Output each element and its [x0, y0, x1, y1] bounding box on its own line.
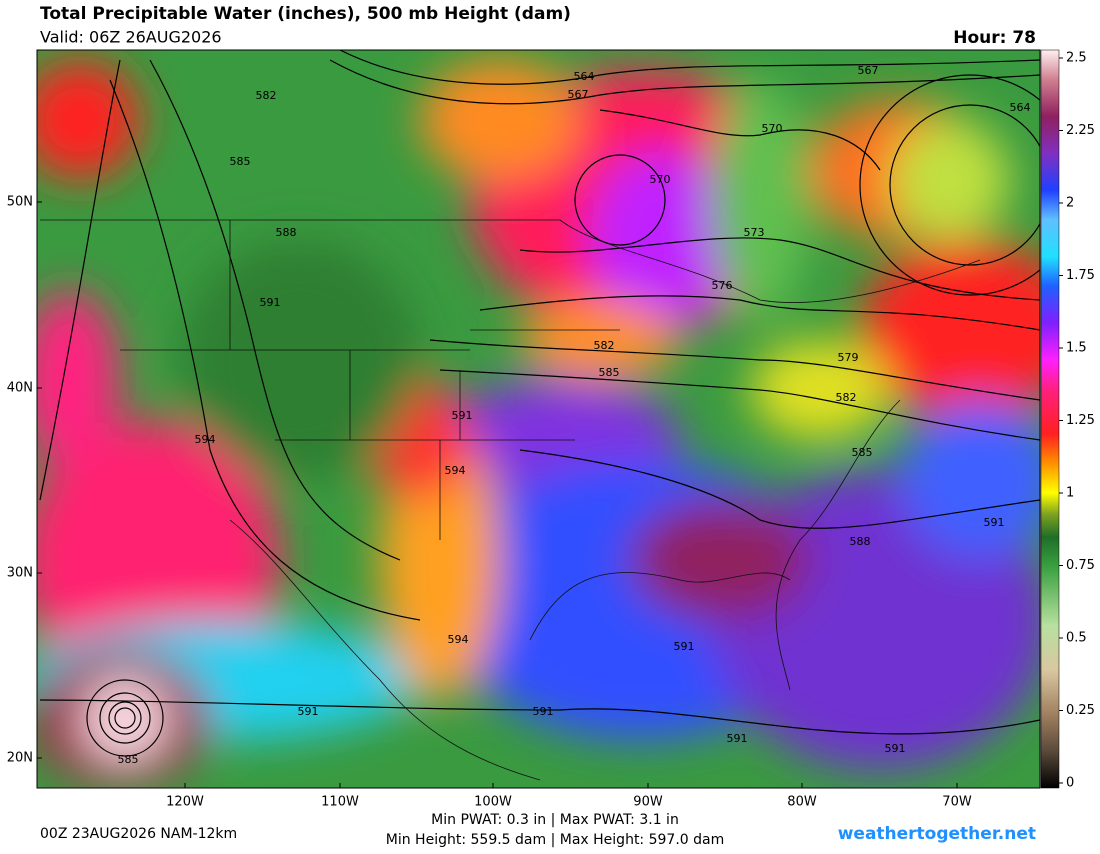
height-stats: Min Height: 559.5 dam | Max Height: 597.…: [386, 832, 724, 848]
lon-label: 100W: [474, 795, 512, 810]
contour-label: 573: [744, 226, 765, 239]
contour-label: 591: [260, 296, 281, 309]
colorbar: [1040, 49, 1060, 789]
contour-label: 591: [674, 640, 695, 653]
contour-label: 585: [599, 366, 620, 379]
contour-label: 585: [118, 753, 139, 766]
contour-label: 582: [836, 391, 857, 404]
colorbar-tick-label: 0.25: [1066, 703, 1095, 718]
map-field: [37, 50, 1040, 788]
lon-label: 80W: [787, 795, 817, 810]
colorbar-tick-label: 0.5: [1066, 631, 1087, 646]
contour-label: 591: [452, 409, 473, 422]
colorbar-tick-label: 2.25: [1066, 123, 1095, 138]
map-frame: [36, 49, 1041, 789]
model-run: 00Z 23AUG2026 NAM-12km: [40, 826, 237, 842]
contour-label: 579: [838, 351, 859, 364]
contour-label: 567: [858, 64, 879, 77]
contour-label: 585: [230, 155, 251, 168]
contour-label: 594: [445, 464, 466, 477]
contour-label: 588: [850, 535, 871, 548]
lon-label: 120W: [166, 795, 204, 810]
colorbar-tick-label: 0.75: [1066, 558, 1095, 573]
lon-label: 90W: [633, 795, 663, 810]
colorbar-tick-label: 1.25: [1066, 413, 1095, 428]
contour-label: 591: [533, 705, 554, 718]
title: Total Precipitable Water (inches), 500 m…: [40, 4, 571, 24]
contour-label: 591: [984, 516, 1005, 529]
forecast-hour: Hour: 78: [953, 28, 1036, 48]
contour-label: 582: [256, 89, 277, 102]
lon-label: 70W: [942, 795, 972, 810]
contour-label: 591: [727, 732, 748, 745]
contour-label: 564: [1010, 101, 1031, 114]
colorbar-tick-label: 1: [1066, 486, 1074, 501]
colorbar-tick-label: 1.75: [1066, 268, 1095, 283]
contour-label: 582: [594, 339, 615, 352]
contour-label: 585: [852, 446, 873, 459]
contour-label: 570: [762, 122, 783, 135]
lat-label: 40N: [7, 381, 33, 396]
site-link[interactable]: weathertogether.net: [838, 824, 1036, 844]
contour-label: 591: [298, 705, 319, 718]
colorbar-tick-label: 0: [1066, 776, 1074, 791]
lon-label: 110W: [321, 795, 359, 810]
contour-label: 564: [574, 70, 595, 83]
contour-label: 594: [195, 433, 216, 446]
colorbar-tick-label: 1.5: [1066, 341, 1087, 356]
lat-label: 50N: [7, 195, 33, 210]
lat-label: 30N: [7, 566, 33, 581]
valid-time: Valid: 06Z 26AUG2026: [40, 28, 222, 47]
contour-label: 591: [885, 742, 906, 755]
contour-label: 570: [650, 173, 671, 186]
contour-label: 576: [712, 279, 733, 292]
lat-label: 20N: [7, 751, 33, 766]
contour-label: 594: [448, 633, 469, 646]
contour-label: 567: [568, 88, 589, 101]
colorbar-tick-label: 2.5: [1066, 51, 1087, 66]
colorbar-tick-label: 2: [1066, 196, 1074, 211]
contour-label: 588: [276, 226, 297, 239]
pwat-stats: Min PWAT: 0.3 in | Max PWAT: 3.1 in: [431, 812, 679, 828]
